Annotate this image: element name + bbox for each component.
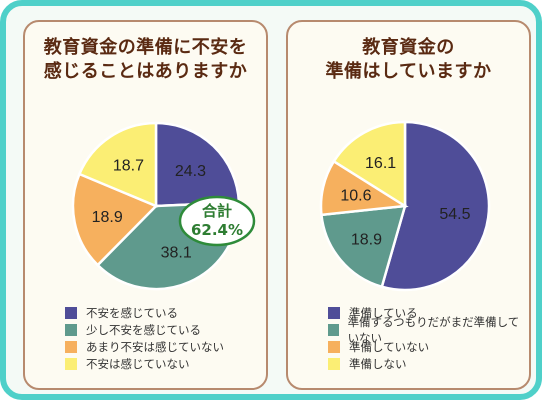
callout-label: 合計 xyxy=(201,202,232,220)
slice-value-label: 16.1 xyxy=(365,155,396,172)
legend-label: 不安は感じていない xyxy=(86,356,190,371)
legend-item: 準備しない xyxy=(328,355,529,372)
pie-slice xyxy=(77,121,158,208)
callout-value: 62.4% xyxy=(191,221,243,239)
legend-label: あまり不安は感じていない xyxy=(86,339,224,354)
slice-value-label: 38.1 xyxy=(161,245,192,262)
slice-value-label: 18.7 xyxy=(113,158,144,175)
pie-slice xyxy=(154,121,241,208)
slice-value-label: 10.6 xyxy=(340,188,371,205)
title-line-1: 教育資金の xyxy=(362,37,455,58)
slice-value-label: 54.5 xyxy=(439,206,470,223)
title-line-2: 感じることはありますか xyxy=(43,61,248,82)
legend-item: 準備するつもりだがまだ準備していない xyxy=(328,315,529,345)
panel-anxiety: 教育資金の準備に不安を 感じることはありますか 24.3 38.1 18.9 18.7… xyxy=(23,20,268,390)
pie-slice xyxy=(332,120,407,209)
legend-swatch xyxy=(65,357,77,370)
pie-chart-preparation: 54.5 18.9 10.6 16.1 xyxy=(319,120,491,292)
legend-swatch xyxy=(65,323,77,336)
panel-preparation: 教育資金の 準備はしていますか 54.5 18.9 10.6 16.1 準備している準… xyxy=(286,20,531,390)
legend-item: 少し不安を感じている xyxy=(65,321,224,338)
title-line-2: 準備はしていますか xyxy=(325,61,492,82)
pie-slice xyxy=(71,172,159,267)
legend-label: 不安を感じている xyxy=(86,305,178,320)
chart-title: 教育資金の準備に不安を 感じることはありますか xyxy=(25,36,266,84)
legend-label: 準備しない xyxy=(349,356,407,371)
legend-swatch xyxy=(328,340,340,353)
legend-item: あまり不安は感じていない xyxy=(65,338,224,355)
title-line-1: 教育資金の準備に不安を xyxy=(43,37,248,58)
legend-label: 準備するつもりだがまだ準備していない xyxy=(347,314,520,345)
callout-bubble xyxy=(178,195,256,247)
legend-label: 準備している xyxy=(349,305,418,320)
chart-title: 教育資金の 準備はしていますか xyxy=(288,36,529,84)
legend-item: 不安は感じていない xyxy=(65,355,224,372)
legend-swatch xyxy=(65,306,77,319)
legend-item: 不安を感じている xyxy=(65,304,224,321)
legend-label: 少し不安を感じている xyxy=(86,322,201,337)
slice-value-label: 24.3 xyxy=(175,163,206,180)
legend-swatch xyxy=(328,306,340,319)
pie-slice xyxy=(320,204,407,289)
legend-swatch xyxy=(328,357,340,370)
legend-preparation: 準備している 準備するつもりだがまだ準備していない 準備していない 準備しない xyxy=(328,304,529,372)
pie-slice xyxy=(380,120,491,292)
legend-item: 準備していない xyxy=(328,338,529,355)
slice-value-label: 18.9 xyxy=(351,231,382,248)
legend-anxiety: 不安を感じている少し不安を感じているあまり不安は感じていない 不安は感じていない xyxy=(65,304,224,372)
legend-swatch xyxy=(65,340,77,353)
legend-label: 準備していない xyxy=(349,339,430,354)
legend-item: 準備している xyxy=(328,304,529,321)
slice-value-label: 18.9 xyxy=(92,209,123,226)
legend-swatch xyxy=(328,323,339,336)
